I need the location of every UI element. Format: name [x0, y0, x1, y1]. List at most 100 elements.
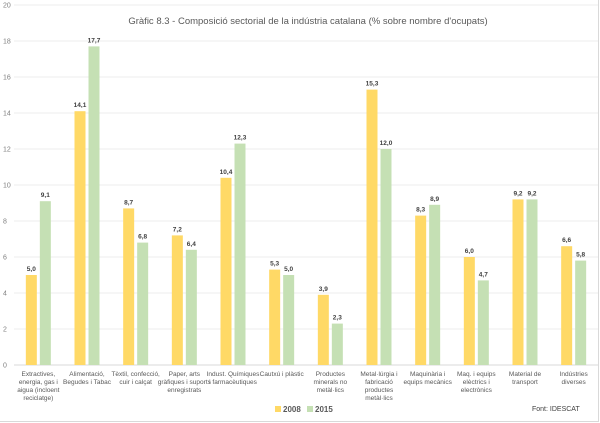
data-label: 7,2: [173, 226, 182, 233]
x-tick-label: Extractives,: [22, 371, 56, 378]
y-tick-label: 8: [3, 219, 7, 226]
x-tick-label: i farmacèutiques: [209, 379, 257, 386]
data-label: 3,9: [319, 286, 328, 293]
x-tick-label: Metal·lúrgia i: [360, 371, 397, 378]
x-tick-label: diverses: [562, 379, 587, 386]
data-label: 14,1: [74, 102, 87, 109]
bar-2015: [331, 323, 343, 365]
x-tick-label: enregistrats: [167, 387, 202, 394]
x-tick-label: Cautxú i plàstic: [260, 371, 305, 378]
data-label: 15,3: [366, 81, 379, 88]
bar-2008: [317, 294, 329, 365]
data-label: 10,4: [220, 169, 233, 176]
bar-2008: [220, 177, 232, 365]
x-tick-label: Indust. Químiques: [207, 371, 260, 378]
x-tick-label: Tèxtil, confecció,: [111, 371, 160, 378]
data-label: 8,9: [430, 196, 439, 203]
bar-2015: [429, 204, 441, 365]
data-label: 5,0: [27, 266, 36, 273]
bar-2015: [477, 280, 489, 365]
data-label: 6,4: [187, 241, 196, 248]
data-label: 4,7: [479, 271, 488, 278]
bar-2008: [561, 246, 573, 365]
legend-swatch-2015: [307, 406, 313, 412]
bar-2008: [171, 235, 183, 365]
data-labels: 5,0 9,1 14,1 17,7 8,7 6,8 7,2 6,4 10,4 12,3 5,3 5,0…: [27, 37, 586, 321]
y-tick-label: 12: [3, 147, 11, 154]
bar-2015: [575, 260, 587, 365]
data-label: 9,2: [513, 190, 522, 197]
x-tick-label: reciclatge): [23, 395, 53, 402]
x-tick-label: cuir i calçat: [119, 379, 152, 386]
bar-2015: [88, 46, 100, 366]
x-tick-label: equips mecànics: [403, 379, 452, 386]
data-label: 17,7: [88, 37, 101, 44]
x-tick-label: Material de: [509, 371, 542, 378]
legend-swatch-2008: [275, 406, 281, 412]
data-label: 8,3: [416, 207, 425, 214]
x-tick-label: fabricació: [365, 379, 393, 386]
legend-label-2008: 2008: [283, 405, 301, 414]
x-tick-label: energia, gas i: [19, 379, 58, 386]
x-tick-label: metàl·lics: [317, 387, 345, 394]
y-tick-label: 14: [3, 111, 11, 118]
data-label: 6,0: [465, 248, 474, 255]
bar-2015: [380, 149, 392, 365]
x-tick-label: aigua (incloent: [17, 387, 59, 394]
bar-2015: [137, 242, 149, 365]
y-tick-label: 0: [3, 363, 7, 370]
y-tick-label: 20: [3, 3, 11, 10]
x-tick-label: Maq. i equips: [457, 371, 496, 378]
bar-2015: [283, 275, 295, 365]
x-tick-label: gràfiques i suports: [158, 379, 212, 386]
data-label: 5,0: [284, 266, 293, 273]
data-label: 8,7: [124, 199, 133, 206]
bar-2008: [415, 215, 427, 365]
data-label: 5,8: [576, 252, 585, 259]
x-tick-label: Productes: [316, 371, 346, 378]
x-tick-label: Begudes i Tabac: [63, 379, 112, 386]
bar-2008: [123, 208, 135, 365]
x-tick-label: metàl·lics: [365, 395, 393, 402]
bars: [25, 46, 587, 366]
data-label: 6,8: [138, 234, 147, 241]
legend-label-2015: 2015: [315, 405, 333, 414]
bar-2008: [512, 199, 524, 365]
y-tick-label: 16: [3, 75, 11, 82]
y-tick-label: 2: [3, 327, 7, 334]
data-label: 9,1: [41, 192, 50, 199]
x-tick-label: transport: [512, 379, 538, 386]
data-label: 6,6: [562, 237, 571, 244]
bar-2008: [74, 111, 86, 365]
bar-2008: [25, 275, 37, 365]
legend: 2008 2015: [275, 405, 333, 414]
data-label: 2,3: [333, 315, 342, 322]
y-tick-label: 4: [3, 291, 7, 298]
bar-2015: [526, 199, 538, 365]
x-tick-label: Indústries: [560, 371, 589, 378]
data-label: 12,0: [380, 140, 393, 147]
y-axis: 0 2 4 6 8 10 12 14 16 18 20: [3, 3, 11, 370]
source-note: Font: IDESCAT: [532, 406, 580, 413]
chart-title: Gràfic 8.3 - Composició sectorial de la …: [128, 16, 487, 27]
y-tick-label: 18: [3, 39, 11, 46]
bar-2015: [234, 143, 246, 365]
gridlines: [14, 4, 598, 366]
y-tick-label: 6: [3, 255, 7, 262]
x-tick-label: Alimentació,: [69, 371, 105, 378]
bar-2008: [463, 257, 475, 365]
y-tick-label: 10: [3, 183, 11, 190]
data-label: 5,3: [270, 261, 279, 268]
bar-2008: [366, 89, 378, 365]
x-tick-label: Maquinària i: [410, 371, 445, 378]
bar-2008: [269, 269, 281, 365]
bar-2015: [39, 201, 51, 365]
x-tick-label: productes: [365, 387, 394, 394]
data-label: 12,3: [234, 135, 247, 142]
x-tick-label: elèctrics i: [463, 379, 490, 386]
x-tick-label: electrònics: [461, 387, 493, 394]
x-tick-label: minerals no: [314, 379, 348, 386]
